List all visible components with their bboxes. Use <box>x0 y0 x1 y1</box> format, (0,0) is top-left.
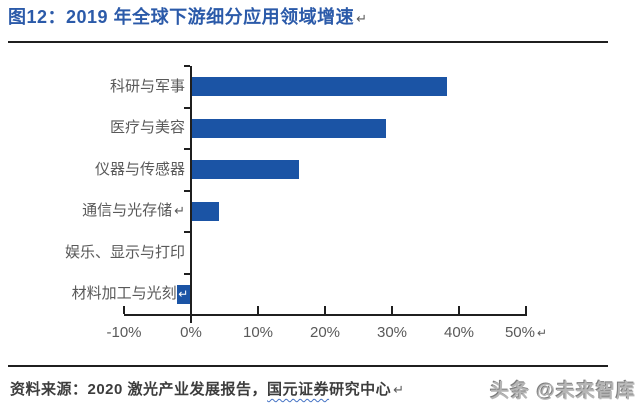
x-axis-tick-label: 0% <box>180 324 202 342</box>
category-label: 通信与光存储 ↵ <box>82 201 185 221</box>
x-axis-tick-label: 10% <box>243 324 273 342</box>
bar <box>192 201 219 221</box>
category-label-text: 娱乐、显示与打印 <box>64 243 185 261</box>
y-axis-tick <box>184 106 190 109</box>
category-label-text: 医疗与美容 <box>109 119 185 137</box>
y-axis-tick <box>184 65 190 67</box>
top-divider <box>8 41 608 43</box>
y-axis-line <box>190 66 192 323</box>
x-axis-tick-text: 50% <box>504 324 535 341</box>
x-axis-tick-label: -10% <box>106 324 141 342</box>
y-axis-tick <box>184 272 190 275</box>
bar <box>192 160 300 180</box>
category-label-text: 通信与光存储 <box>82 202 173 220</box>
category-label: 科研与军事 <box>110 77 185 97</box>
x-axis-tick-text: 40% <box>443 324 475 341</box>
return-mark-icon: ↵ <box>393 382 405 397</box>
bar: ↵ <box>176 284 190 304</box>
return-mark-icon: ↵ <box>536 326 548 340</box>
x-axis-tick-label: 30% <box>377 324 407 342</box>
x-axis-tick-label: 20% <box>310 324 340 342</box>
x-axis-tick-text: 20% <box>309 324 341 341</box>
x-axis-tick-text: 0% <box>180 324 202 341</box>
category-label-text: 材料加工与光刻 <box>71 285 177 303</box>
x-axis-tick-text: -10% <box>106 324 142 341</box>
source-note-underlined: 国元证券 <box>267 381 330 398</box>
category-label: 娱乐、显示与打印 <box>65 243 185 263</box>
x-axis-tick <box>257 306 259 314</box>
x-axis-tick <box>458 306 460 314</box>
x-axis-tick-text: 30% <box>376 324 408 341</box>
bar <box>192 118 387 138</box>
figure-title-text: 图12：2019 年全球下游细分应用领域增速 <box>8 7 355 27</box>
source-note: 资料来源：2020 激光产业发展报告，国元证券研究中心 ↵ <box>10 378 404 399</box>
category-label: 医疗与美容 <box>110 118 185 138</box>
category-label: 材料加工与光刻 <box>72 284 177 304</box>
x-axis-tick <box>123 306 125 314</box>
category-label: 仪器与传感器 <box>95 160 185 180</box>
y-axis-tick <box>184 189 190 192</box>
return-mark-icon: ↵ <box>174 203 185 219</box>
x-axis-line <box>124 314 527 316</box>
source-note-prefix: 资料来源：2020 激光产业发展报告， <box>10 381 268 398</box>
bar-chart: -10% 0% 10% 20% 30% 40% 50% ↵ 科研与军事 医疗与美容 仪器与传感器 通信… <box>0 44 640 362</box>
source-note-suffix: 研究中心 <box>329 381 392 398</box>
x-axis-tick <box>525 306 527 314</box>
x-axis-tick-label: 40% <box>444 324 474 342</box>
return-mark-icon: ↵ <box>356 11 368 26</box>
category-label-text: 科研与军事 <box>109 77 185 95</box>
y-axis-tick <box>184 231 190 233</box>
x-axis-tick-text: 10% <box>242 324 274 341</box>
x-axis-tick-label: 50% ↵ <box>505 324 547 342</box>
figure-title: 图12：2019 年全球下游细分应用领域增速 ↵ <box>8 3 367 29</box>
category-label-text: 仪器与传感器 <box>94 160 185 178</box>
y-axis-tick <box>184 148 190 150</box>
bar <box>192 77 447 97</box>
return-mark-icon: ↵ <box>178 286 189 301</box>
x-axis-tick <box>391 306 393 314</box>
watermark: 头条 @未来智库 <box>490 381 636 402</box>
x-axis-tick <box>324 306 326 314</box>
bottom-divider <box>8 365 608 367</box>
